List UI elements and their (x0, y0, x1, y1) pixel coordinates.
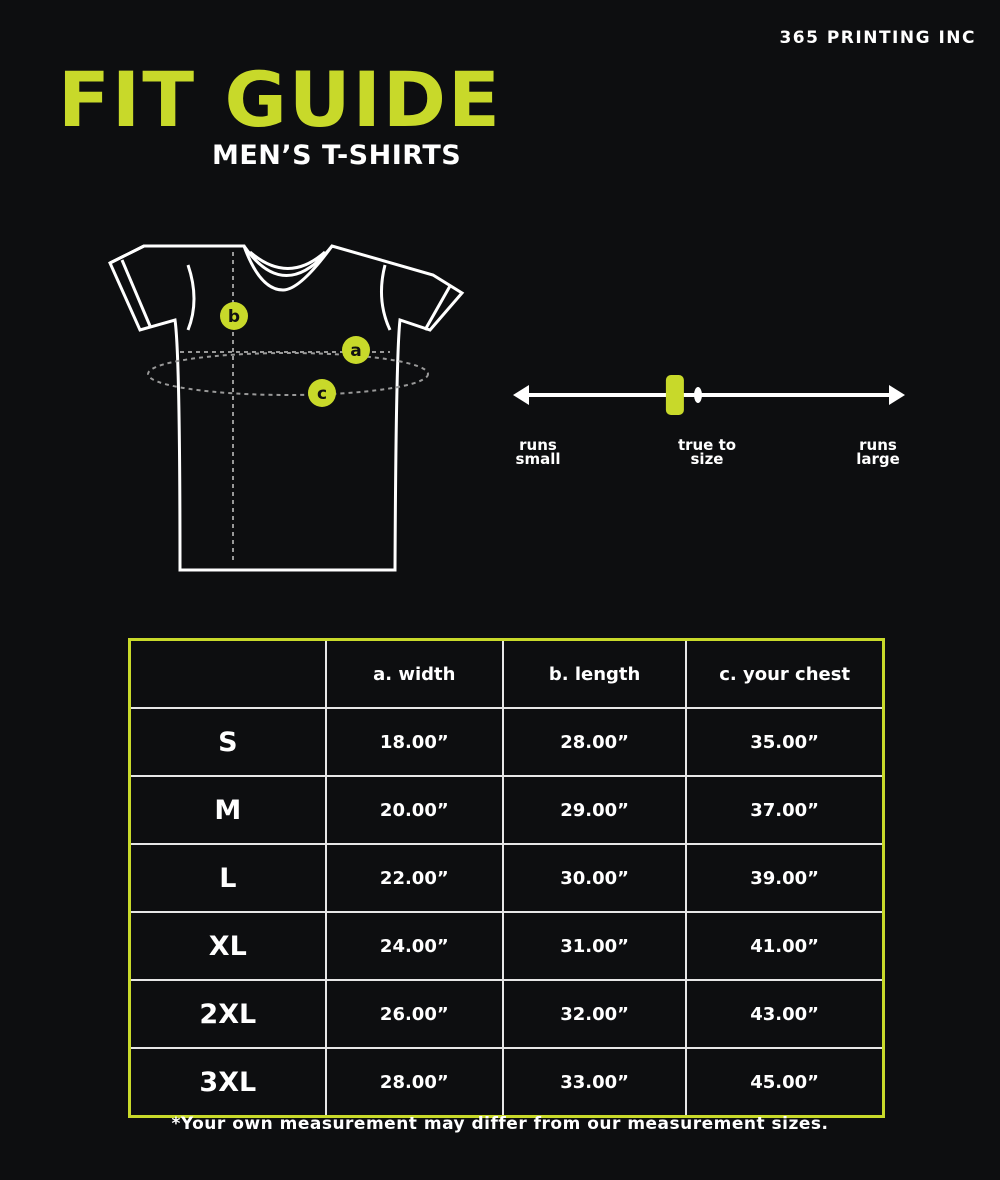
cell-size: M (128, 775, 327, 845)
footnote: *Your own measurement may differ from ou… (171, 1114, 829, 1134)
marker-b: b (220, 302, 248, 330)
cell-length: 29.00” (501, 775, 688, 845)
table-header-row: a. width b. length c. your chest (128, 638, 885, 709)
cell-length: 32.00” (501, 979, 688, 1049)
cell-length: 30.00” (501, 843, 688, 913)
cell-chest: 43.00” (685, 979, 885, 1049)
size-chart-table: a. width b. length c. your chest S 18.00”… (128, 638, 885, 1118)
cell-length: 28.00” (501, 707, 688, 777)
cell-chest: 37.00” (685, 775, 885, 845)
svg-text:b: b (228, 307, 240, 327)
cell-width: 24.00” (324, 911, 504, 981)
cell-width: 28.00” (324, 1047, 504, 1118)
label-runs-small: runs small (515, 436, 561, 468)
cell-width: 26.00” (324, 979, 504, 1049)
marker-a: a (342, 336, 370, 364)
cell-size: XL (128, 911, 327, 981)
cell-size: L (128, 843, 327, 913)
page-title: FIT GUIDE (58, 55, 502, 144)
cell-size: S (128, 707, 327, 777)
table-row: M 20.00” 29.00” 37.00” (128, 775, 885, 845)
cell-size: 3XL (128, 1047, 327, 1118)
marker-c: c (308, 379, 336, 407)
cell-chest: 41.00” (685, 911, 885, 981)
header-width: a. width (324, 638, 504, 709)
fit-scale (513, 375, 905, 415)
header-size (128, 638, 327, 709)
svg-text:c: c (317, 384, 327, 404)
tshirt-outline (108, 244, 465, 572)
brand-name: 365 PRINTING INC (779, 28, 976, 48)
arrow-left-icon (513, 385, 529, 405)
cell-chest: 39.00” (685, 843, 885, 913)
label-runs-large: runs large (856, 436, 900, 468)
table-row: 2XL 26.00” 32.00” 43.00” (128, 979, 885, 1049)
table-row: S 18.00” 28.00” 35.00” (128, 707, 885, 777)
cell-chest: 45.00” (685, 1047, 885, 1118)
svg-text:a: a (350, 341, 361, 361)
cell-width: 18.00” (324, 707, 504, 777)
header-chest: c. your chest (685, 638, 885, 709)
center-tick (694, 387, 702, 403)
fit-indicator (665, 375, 684, 415)
cell-width: 22.00” (324, 843, 504, 913)
cell-width: 20.00” (324, 775, 504, 845)
page-subtitle: MEN’S T-SHIRTS (212, 140, 462, 171)
tshirt-diagram: b a c (108, 244, 465, 572)
table-row: 3XL 28.00” 33.00” 45.00” (128, 1047, 885, 1118)
cell-length: 33.00” (501, 1047, 688, 1118)
cell-chest: 35.00” (685, 707, 885, 777)
cell-length: 31.00” (501, 911, 688, 981)
arrow-right-icon (889, 385, 905, 405)
header-length: b. length (501, 638, 688, 709)
cell-size: 2XL (128, 979, 327, 1049)
label-true-to-size: true to size (677, 436, 737, 468)
table-row: XL 24.00” 31.00” 41.00” (128, 911, 885, 981)
table-row: L 22.00” 30.00” 39.00” (128, 843, 885, 913)
